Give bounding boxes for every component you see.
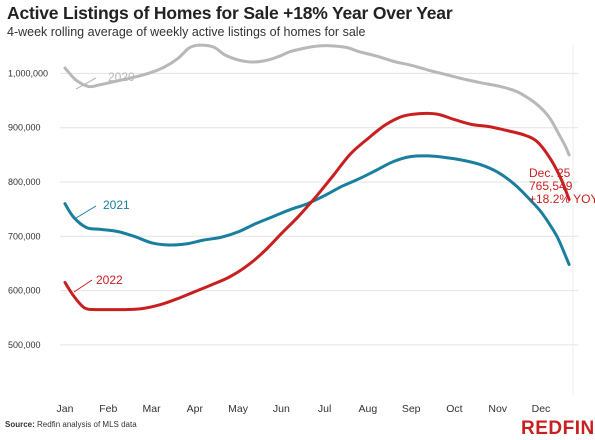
annotation-date: Dec. 25 [529,166,571,180]
end-annotation: Dec. 25 765,549 +18.2% YOY [529,166,595,206]
series-2021-leader [75,205,97,219]
x-tick-label: Oct [446,403,462,415]
y-tick-label: 900,000 [8,123,41,133]
x-tick-label: Jul [318,403,331,415]
x-tick-label: Aug [359,403,378,415]
y-axis-tick-labels: 500,000 600,000 700,000 800,000 900,000 1,000… [8,68,48,349]
source-note: Source: Redfin analysis of MLS data [5,420,137,429]
x-tick-label: Jun [273,403,290,415]
chart-title: Active Listings of Homes for Sale +18% Y… [7,3,453,23]
series-lines [63,43,571,312]
x-axis-tick-labels: Jan Feb Mar Apr May Jun Jul Aug Sep Oct Nov Dec [57,403,551,415]
series-2022-leader [73,279,93,293]
source-text: Redfin analysis of MLS data [37,420,137,429]
series-label-2020: 2020 [108,70,135,84]
series-labels: 2020 2021 2022 [73,70,135,293]
x-tick-label: Feb [99,403,117,415]
y-tick-label: 700,000 [8,231,41,241]
gridlines [60,45,578,395]
x-tick-label: May [228,403,249,415]
series-label-2022: 2022 [96,273,123,287]
annotation-value: 765,549 [529,179,573,193]
x-tick-label: Jan [57,403,74,415]
series-2020-line [63,43,571,157]
series-2020-leader [75,77,97,90]
y-tick-label: 1,000,000 [8,68,48,78]
annotation-yoy: +18.2% YOY [529,192,595,206]
chart-subtitle: 4-week rolling average of weekly active … [7,25,366,39]
x-tick-label: Sep [402,403,421,415]
y-tick-label: 600,000 [8,286,41,296]
y-tick-label: 800,000 [8,177,41,187]
redfin-logo: REDFIN [521,418,595,439]
source-label: Source: [5,420,35,429]
series-2021-line [63,154,571,266]
x-tick-label: Apr [187,403,204,415]
x-tick-label: Nov [488,403,507,415]
series-2022-line [63,111,571,312]
x-tick-label: Mar [142,403,161,415]
x-tick-label: Dec [532,403,551,415]
series-label-2021: 2021 [103,198,130,212]
y-tick-label: 500,000 [8,340,41,350]
